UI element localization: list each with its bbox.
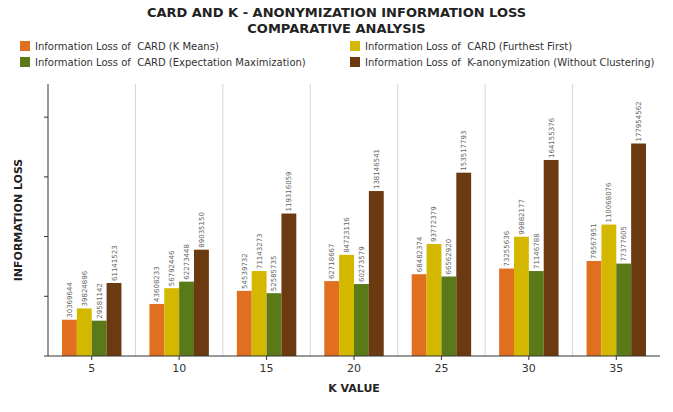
bar	[354, 284, 369, 356]
x-tick	[616, 356, 617, 360]
data-labels: 30369644 43608233 54539732 62718667 68482374…	[66, 101, 643, 318]
group-separator	[222, 84, 223, 356]
group-separator	[572, 84, 573, 356]
data-label: 110068076	[605, 182, 613, 223]
data-label: 77377605	[620, 226, 628, 262]
bar	[499, 269, 514, 356]
bar	[529, 271, 544, 356]
data-label: 62718667	[328, 243, 336, 279]
bar	[339, 255, 354, 356]
x-tick-label: 5	[88, 362, 95, 375]
bar	[441, 277, 456, 356]
title-line: CARD AND K - ANONYMIZATION INFORMATION L…	[147, 5, 526, 20]
y-tick	[44, 356, 48, 357]
bar	[252, 271, 267, 356]
legend-label: Information Loss of CARD (Expectation Ma…	[35, 57, 306, 68]
bar	[587, 261, 602, 356]
y-tick	[44, 236, 48, 237]
group-separator	[485, 84, 486, 356]
y-tick	[44, 176, 48, 177]
data-label: 62273448	[183, 244, 191, 280]
data-label: 177954562	[635, 101, 643, 141]
y-tick	[44, 117, 48, 118]
x-tick-label: 25	[434, 362, 448, 375]
data-label: 84723116	[343, 217, 351, 253]
x-tick-label: 35	[609, 362, 623, 375]
data-label: 93772379	[430, 206, 438, 242]
legend-label: Information Loss of CARD (K Means)	[35, 41, 219, 52]
group-separator	[397, 84, 398, 356]
bar	[194, 250, 209, 356]
legend-swatch	[20, 57, 30, 67]
x-tick-label: 10	[172, 362, 186, 375]
data-label: 43608233	[153, 266, 161, 302]
y-axis	[48, 84, 49, 356]
data-label: 52585735	[271, 256, 279, 292]
bar	[631, 144, 646, 357]
legend-label: Information Loss of CARD (Furthest First…	[365, 41, 572, 52]
x-tick	[91, 356, 92, 360]
x-tick	[179, 356, 180, 360]
bar	[427, 244, 442, 356]
data-label: 153517793	[460, 131, 468, 171]
bars	[62, 144, 646, 357]
bar	[281, 214, 296, 356]
title-line: COMPARATIVE ANALYSIS	[247, 21, 425, 36]
bar	[456, 173, 471, 356]
x-axis-label: K VALUE	[328, 382, 380, 395]
data-label: 71143273	[256, 233, 264, 269]
data-label: 61141523	[111, 245, 119, 281]
data-label: 79567951	[590, 223, 598, 259]
bar	[514, 237, 529, 356]
group-separator	[135, 84, 136, 356]
data-label: 29581142	[96, 283, 104, 319]
y-tick	[44, 296, 48, 297]
legend-label: Information Loss of K-anonymization (Wit…	[365, 57, 654, 68]
data-label: 66562920	[445, 239, 453, 275]
legend: Information Loss of CARD (K Means) Inform…	[20, 41, 654, 68]
data-label: 119316059	[285, 171, 293, 211]
x-tick	[266, 356, 267, 360]
data-label: 56792446	[168, 250, 176, 286]
data-label: 89035150	[198, 212, 206, 248]
legend-swatch	[20, 41, 30, 51]
x-tick	[441, 356, 442, 360]
data-label: 39824896	[81, 270, 89, 306]
bar	[179, 282, 194, 356]
data-label: 99882177	[518, 199, 526, 235]
x-tick-label: 15	[260, 362, 274, 375]
bar	[62, 320, 77, 356]
bar	[149, 304, 164, 356]
x-tick-label: 30	[522, 362, 536, 375]
bar	[107, 283, 122, 356]
data-label: 164155376	[548, 117, 556, 158]
legend-swatch	[350, 57, 360, 67]
bar	[324, 281, 339, 356]
x-tick-label: 20	[347, 362, 361, 375]
bar	[601, 225, 616, 356]
x-tick	[354, 356, 355, 360]
bar	[544, 160, 559, 356]
bar	[237, 291, 252, 356]
data-label: 54539732	[241, 253, 249, 289]
bar	[92, 321, 107, 356]
data-label: 71146788	[533, 233, 541, 269]
legend-swatch	[350, 41, 360, 51]
y-axis-label: INFORMATION LOSS	[12, 159, 25, 282]
data-label: 73255636	[503, 230, 511, 266]
bar	[267, 293, 282, 356]
data-label: 68482374	[416, 236, 424, 272]
title: CARD AND K - ANONYMIZATION INFORMATION L…	[147, 5, 526, 36]
data-label: 60273579	[358, 246, 366, 282]
bar	[164, 288, 179, 356]
bar	[369, 191, 384, 356]
data-label: 138146541	[373, 149, 381, 189]
bar	[412, 274, 427, 356]
data-label: 30369644	[66, 282, 74, 318]
group-separator	[310, 84, 311, 356]
bar	[616, 264, 631, 356]
x-tick	[528, 356, 529, 360]
chart: CARD AND K - ANONYMIZATION INFORMATION L…	[0, 0, 673, 412]
bar	[77, 308, 92, 356]
